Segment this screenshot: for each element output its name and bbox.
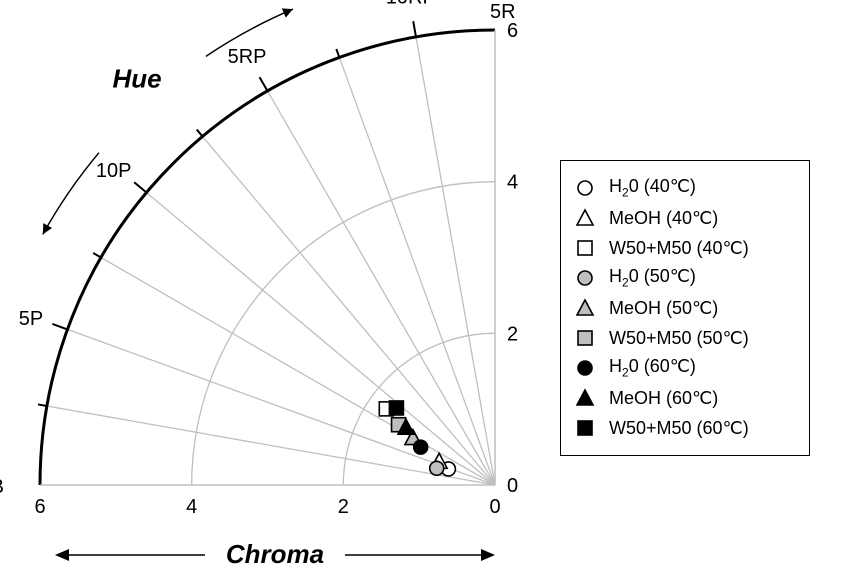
y-tick-label: 4 [507,172,518,194]
hue-tick-label: 10P [96,160,132,182]
legend-row: H20 (40℃) [571,173,797,203]
chroma-arrow-head [481,549,495,561]
legend-marker [571,324,599,352]
x-tick-label: 4 [186,496,197,518]
hue-tick-label: 10RP [386,0,436,8]
chroma-axis-label: Chroma [226,539,324,569]
legend-marker [571,354,599,382]
hue-tick [52,324,67,329]
hue-tick [260,77,268,91]
hue-tick [336,49,339,57]
y-tick-label: 6 [507,20,518,42]
data-marker [577,390,593,405]
data-marker [578,421,592,435]
legend-row: MeOH (50℃) [571,293,797,323]
data-marker [578,181,592,195]
axis-label-5r: 5R [490,1,516,23]
legend-label: W50+M50 (60℃) [609,418,749,439]
x-tick-label: 2 [338,496,349,518]
legend-label: MeOH (40℃) [609,208,718,229]
legend-marker [571,384,599,412]
legend-marker [571,294,599,322]
hue-gridline [67,329,495,485]
hue-gridline [339,57,495,485]
legend-marker [571,204,599,232]
x-tick-label: 0 [489,496,500,518]
data-marker [577,210,593,225]
legend-marker [571,264,599,292]
hue-arrow-arc [43,153,99,235]
hue-tick-label: 10PB [0,476,4,498]
legend-row: H20 (60℃) [571,353,797,383]
hue-tick [93,253,101,258]
legend-row: W50+M50 (40℃) [571,233,797,263]
hue-tick [197,130,203,137]
legend-row: MeOH (40℃) [571,203,797,233]
hue-tick-label: 5RP [228,46,267,68]
legend-label: W50+M50 (50℃) [609,328,749,349]
figure-root: { "canvas": { "width": 857, "height": 57… [0,0,857,579]
data-marker [578,331,592,345]
legend-marker [571,174,599,202]
y-tick-label: 2 [507,323,518,345]
legend-row: MeOH (60℃) [571,383,797,413]
data-marker [578,241,592,255]
hue-axis-label: Hue [112,63,161,93]
x-tick-label: 6 [34,496,45,518]
legend-marker [571,234,599,262]
hue-tick-label: 5P [19,308,43,330]
y-tick-label: 0 [507,475,518,497]
legend-row: W50+M50 (60℃) [571,413,797,443]
legend-label: H20 (50℃) [609,266,696,290]
data-marker [430,461,444,475]
legend-label: H20 (40℃) [609,176,696,200]
data-marker [577,300,593,315]
data-marker [578,271,592,285]
hue-tick [134,182,146,192]
hue-tick [413,21,416,37]
legend-label: H20 (60℃) [609,356,696,380]
legend-label: W50+M50 (40℃) [609,238,749,259]
data-marker [578,361,592,375]
legend-label: MeOH (50℃) [609,298,718,319]
legend-row: W50+M50 (50℃) [571,323,797,353]
legend: H20 (40℃) MeOH (40℃) W50+M50 (40℃) H20 (50℃… [560,160,810,456]
legend-marker [571,414,599,442]
data-marker [414,440,428,454]
data-marker [389,401,403,415]
legend-row: H20 (50℃) [571,263,797,293]
legend-label: MeOH (60℃) [609,388,718,409]
chroma-arrow-head [55,549,69,561]
